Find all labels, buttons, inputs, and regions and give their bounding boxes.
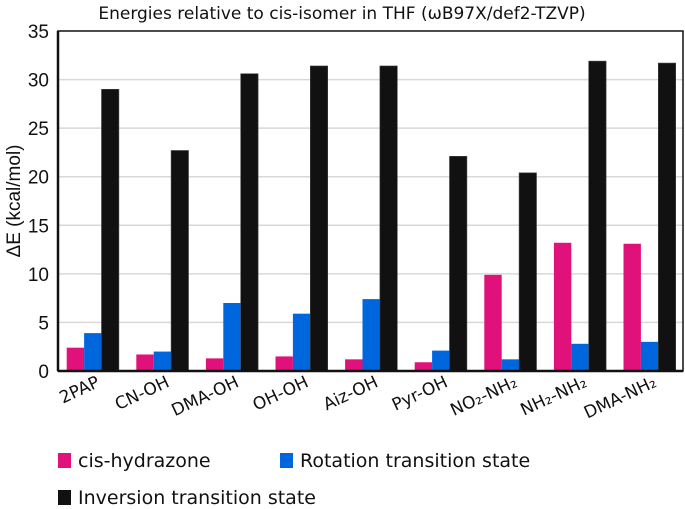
bar-rotation-transition-state	[501, 359, 520, 371]
x-tick-label: NH₂-NH₂	[518, 372, 591, 420]
x-tick-label: 2PAP	[57, 372, 103, 408]
y-tick-label: 35	[28, 22, 49, 43]
legend-label: Rotation transition state	[300, 450, 530, 472]
bar-cis-hydrazone	[623, 243, 641, 371]
legend-swatch	[58, 453, 71, 468]
bar-cis-hydrazone	[275, 356, 293, 371]
bar-cis-hydrazone	[345, 359, 363, 371]
y-axis-label: ΔE (kcal/mol)	[4, 145, 25, 258]
y-tick-label: 5	[38, 313, 49, 334]
bar-inversion-transition-state	[379, 65, 398, 372]
x-tick-label: Aiz-OH	[320, 372, 381, 415]
x-tick-label: OH-OH	[250, 372, 312, 415]
bar-rotation-transition-state	[362, 299, 380, 371]
bar-cis-hydrazone	[414, 362, 433, 371]
y-tick-label: 20	[28, 168, 49, 189]
bar-cis-hydrazone	[205, 358, 224, 371]
bar-rotation-transition-state	[292, 313, 311, 371]
bar-inversion-transition-state	[170, 150, 189, 372]
y-tick-label: 25	[28, 119, 49, 140]
x-tick-label: Pyr-OH	[389, 372, 451, 415]
x-tick-label: NO₂-NH₂	[447, 372, 520, 420]
bar-rotation-transition-state	[153, 351, 172, 371]
y-tick-label: 0	[38, 362, 49, 383]
x-tick-label: DMA-NH₂	[581, 372, 660, 423]
bar-rotation-transition-state	[84, 333, 102, 371]
bar-cis-hydrazone	[484, 274, 502, 371]
y-tick-label: 30	[28, 71, 49, 92]
bar-rotation-transition-state	[432, 350, 450, 371]
bar-inversion-transition-state	[101, 88, 120, 372]
y-tick-label: 15	[28, 216, 49, 237]
bar-rotation-transition-state	[223, 303, 241, 371]
bar-inversion-transition-state	[240, 73, 259, 372]
chart-title: Energies relative to cis-isomer in THF (…	[98, 4, 585, 24]
legend-swatch	[58, 490, 71, 505]
x-tick-label: DMA-OH	[169, 372, 243, 420]
bar-cis-hydrazone	[136, 354, 154, 371]
bar-rotation-transition-state	[640, 341, 659, 371]
bar-inversion-transition-state	[518, 172, 537, 372]
legend-label: cis-hydrazone	[78, 450, 211, 472]
bar-inversion-transition-state	[449, 156, 468, 372]
bar-inversion-transition-state	[309, 65, 328, 372]
bar-inversion-transition-state	[588, 60, 607, 372]
legend-swatch	[280, 453, 293, 468]
bar-cis-hydrazone	[553, 242, 572, 371]
x-tick-label: CN-OH	[112, 372, 172, 414]
bar-cis-hydrazone	[66, 347, 85, 371]
bar-inversion-transition-state	[657, 62, 676, 372]
y-tick-label: 10	[28, 265, 49, 286]
bar-rotation-transition-state	[571, 343, 589, 371]
legend-label: Inversion transition state	[78, 487, 316, 509]
